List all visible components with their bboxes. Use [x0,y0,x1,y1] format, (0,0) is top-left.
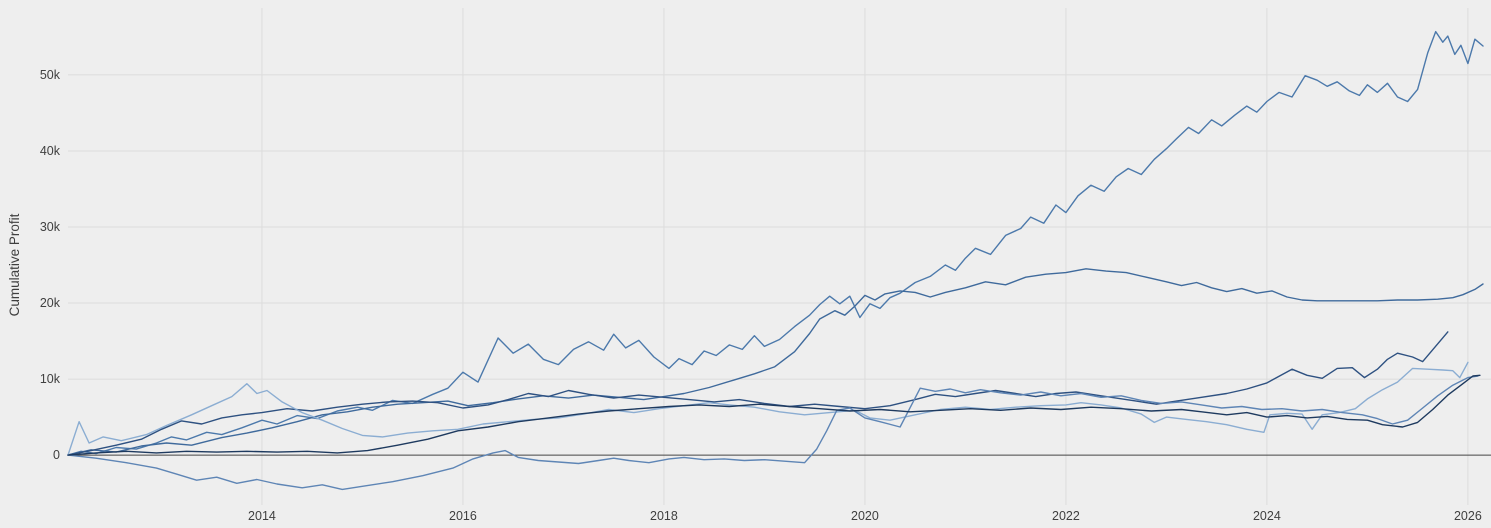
y-tick-label: 10k [40,372,61,386]
y-tick-label: 50k [40,68,61,82]
x-tick-label: 2024 [1253,509,1281,523]
y-tick-label: 40k [40,144,61,158]
y-axis-title: Cumulative Profit [7,213,22,317]
x-tick-label: 2018 [650,509,678,523]
series-line-3[interactable] [67,331,1449,456]
series-line-2[interactable] [67,268,1484,456]
series-line-4[interactable] [67,361,1469,456]
x-tick-label: 2020 [851,509,879,523]
x-tick-label: 2022 [1052,509,1080,523]
series-line-5[interactable] [67,375,1479,491]
x-tick-label: 2016 [449,509,477,523]
y-tick-label: 30k [40,220,61,234]
y-tick-label: 0 [53,448,60,462]
series-line-6[interactable] [67,374,1481,456]
series-line-1[interactable] [67,30,1484,456]
x-tick-label: 2026 [1454,509,1482,523]
x-tick-label: 2014 [248,509,276,523]
y-tick-label: 20k [40,296,61,310]
